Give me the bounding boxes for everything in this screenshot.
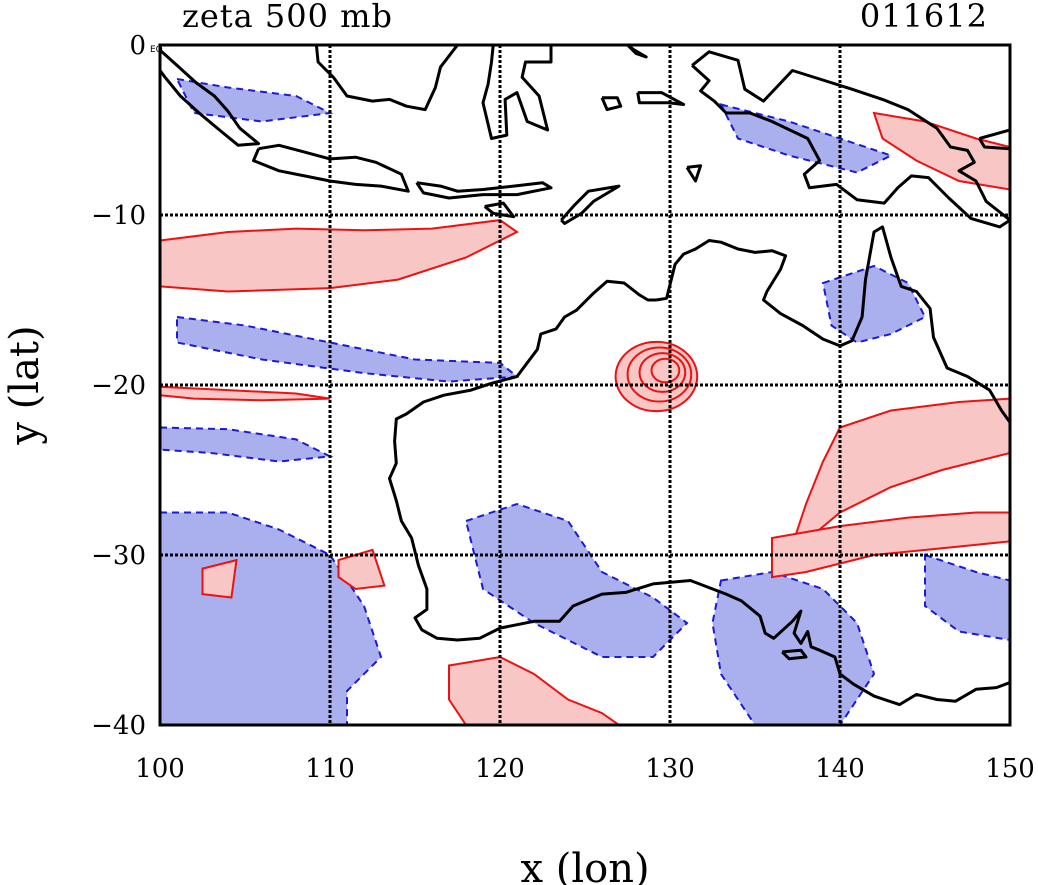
y-tick-label--40: −40 <box>91 711 146 741</box>
coastline-java <box>252 143 410 193</box>
negative-vorticity-region-4 <box>160 426 334 463</box>
coastline-timor <box>560 184 621 225</box>
lat-lon-grid <box>160 45 1010 725</box>
coastline-bismarck <box>978 128 1010 151</box>
y-tick-label-0: 0 <box>129 31 146 61</box>
positive-vorticity-region-7 <box>872 111 1010 191</box>
coastline-new-guinea <box>691 50 1010 229</box>
coastline-halmahera <box>626 45 648 59</box>
x-axis-ticks: 100 110 120 130 140 150 <box>135 754 1035 784</box>
y-tick-label--10: −10 <box>91 201 146 231</box>
positive-vorticity-region-8 <box>201 558 238 599</box>
equator-mark: EQ <box>150 45 163 55</box>
x-tick-label-120: 120 <box>475 754 525 784</box>
map-title: zeta 500 mb <box>182 0 393 35</box>
coastline-seram <box>636 91 686 106</box>
positive-vorticity-region-3 <box>448 655 621 725</box>
x-tick-label-110: 110 <box>305 754 355 784</box>
y-tick-label--30: −30 <box>91 541 146 571</box>
coastline-buru <box>600 96 623 112</box>
coastline-australia <box>388 225 1010 707</box>
coastline-sulawesi <box>481 45 553 140</box>
coastline-sumatra <box>160 48 261 147</box>
coastline-flores-east <box>685 164 703 183</box>
positive-vorticity-region-6 <box>337 548 386 591</box>
plot-frame <box>158 43 1012 727</box>
y-axis-label: y (lat) <box>2 325 48 445</box>
coastline-lesser-sundas <box>415 181 553 200</box>
x-tick-label-150: 150 <box>985 754 1035 784</box>
time-label: 011612 <box>860 0 988 35</box>
coastline-borneo <box>314 45 459 112</box>
y-axis-ticks: 0 −10 −20 −30 −40 <box>91 31 146 741</box>
cyclone-swirl-contour-2 <box>638 352 687 393</box>
positive-vorticity-layer <box>160 111 1010 725</box>
coastlines <box>160 45 1010 787</box>
cyclone-swirl-contour-3 <box>650 357 681 384</box>
cyclone-swirl-contour-1 <box>626 346 693 403</box>
x-tick-label-140: 140 <box>815 754 865 784</box>
positive-vorticity-region-1 <box>160 385 331 402</box>
x-axis-label: x (lon) <box>520 846 649 885</box>
coastline-kangaroo-island <box>781 648 808 661</box>
coastline-tasmania <box>920 739 981 787</box>
y-tick-label--20: −20 <box>91 371 146 401</box>
negative-vorticity-region-8 <box>924 553 1010 642</box>
negative-vorticity-region-1 <box>464 502 689 658</box>
positive-vorticity-region-0 <box>160 219 519 293</box>
x-tick-label-100: 100 <box>135 754 185 784</box>
positive-vorticity-region-5 <box>771 511 1010 579</box>
x-tick-label-130: 130 <box>645 754 695 784</box>
coastline-sumba <box>483 201 516 219</box>
positive-vorticity-region-4 <box>786 397 1010 559</box>
